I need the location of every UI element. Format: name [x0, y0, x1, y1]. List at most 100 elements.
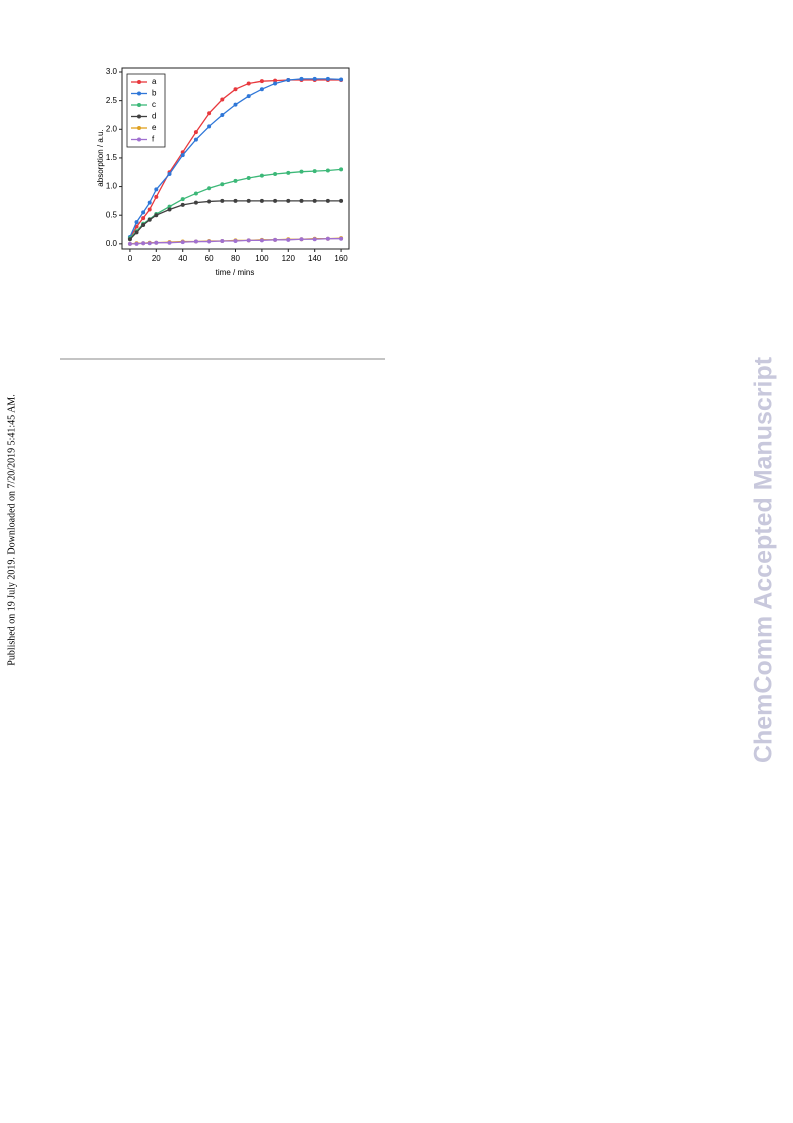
- data-point: [273, 198, 278, 203]
- data-point: [167, 240, 172, 245]
- data-point: [299, 169, 304, 174]
- data-point: [134, 241, 139, 246]
- data-point: [127, 241, 132, 246]
- data-point: [286, 237, 291, 242]
- data-point: [246, 94, 251, 99]
- data-point: [180, 197, 185, 202]
- data-point: [299, 198, 304, 203]
- data-point: [147, 207, 152, 212]
- series-line: [129, 200, 342, 240]
- data-point: [220, 97, 225, 102]
- data-point: [207, 124, 212, 129]
- data-point: [220, 198, 225, 203]
- y-tick-label: 0.0: [106, 239, 118, 248]
- x-tick-label: 100: [255, 254, 269, 263]
- data-point: [193, 130, 198, 135]
- legend-label: a: [152, 77, 157, 86]
- data-point: [154, 213, 159, 218]
- data-point: [286, 78, 291, 83]
- data-point: [325, 198, 330, 203]
- x-tick-label: 120: [282, 254, 296, 263]
- y-axis-label: absorption / a.u.: [96, 129, 105, 186]
- data-point: [167, 171, 172, 176]
- data-point: [312, 237, 317, 242]
- x-tick-label: 140: [308, 254, 322, 263]
- data-point: [207, 199, 212, 204]
- data-point: [207, 111, 212, 116]
- y-tick-label: 2.0: [106, 124, 118, 133]
- data-point: [259, 87, 264, 92]
- legend-box: [126, 73, 166, 148]
- legend-label: f: [152, 135, 155, 144]
- x-tick-label: 0: [128, 254, 133, 263]
- y-tick-label: 1.5: [106, 153, 118, 162]
- data-point: [193, 200, 198, 205]
- data-point: [259, 238, 264, 243]
- data-point: [273, 78, 278, 83]
- data-point: [339, 198, 344, 203]
- legend-marker: [137, 137, 141, 142]
- data-point: [141, 216, 146, 221]
- legend-marker: [137, 80, 141, 84]
- x-axis-label: time / mins: [216, 268, 255, 277]
- data-point: [180, 153, 185, 158]
- data-point: [246, 81, 251, 86]
- legend-marker: [137, 103, 141, 107]
- x-tick-label: 60: [205, 254, 214, 263]
- y-tick-label: 1.0: [106, 182, 118, 191]
- data-point: [233, 87, 238, 92]
- journal-watermark: ChemComm Accepted Manuscript: [750, 356, 778, 763]
- y-tick-label: 3.0: [106, 67, 118, 76]
- x-tick-label: 20: [152, 254, 161, 263]
- data-point: [134, 230, 139, 235]
- x-tick-label: 160: [334, 254, 348, 263]
- data-point: [339, 236, 344, 241]
- data-point: [339, 77, 344, 82]
- data-point: [233, 102, 238, 107]
- data-point: [312, 198, 317, 203]
- legend-label: b: [152, 89, 157, 98]
- data-point: [286, 198, 291, 203]
- y-tick-label: 0.5: [106, 210, 118, 219]
- data-point: [273, 171, 278, 176]
- data-point: [259, 198, 264, 203]
- data-point: [180, 240, 185, 245]
- data-point: [299, 76, 304, 81]
- data-point: [141, 210, 146, 215]
- data-point: [233, 198, 238, 203]
- data-point: [141, 241, 146, 246]
- data-point: [246, 198, 251, 203]
- y-tick-label: 2.5: [106, 96, 118, 105]
- data-point: [141, 222, 146, 227]
- legend-marker: [137, 126, 141, 130]
- data-point: [325, 76, 330, 81]
- data-point: [127, 237, 132, 242]
- data-point: [134, 220, 139, 225]
- data-point: [147, 217, 152, 222]
- x-tick-label: 40: [178, 254, 187, 263]
- data-point: [286, 170, 291, 175]
- data-point: [154, 194, 159, 199]
- data-point: [147, 241, 152, 246]
- data-point: [154, 240, 159, 245]
- data-point: [193, 137, 198, 142]
- data-point: [220, 182, 225, 187]
- data-point: [325, 236, 330, 241]
- legend-marker: [137, 91, 141, 96]
- legend-label: d: [152, 112, 156, 121]
- x-tick-label: 80: [231, 254, 240, 263]
- data-point: [220, 112, 225, 117]
- data-point: [154, 187, 159, 192]
- data-point: [259, 173, 264, 178]
- data-point: [233, 178, 238, 183]
- data-point: [167, 204, 172, 209]
- data-point: [273, 237, 278, 242]
- data-point: [147, 200, 152, 205]
- data-point: [207, 186, 212, 191]
- data-point: [312, 76, 317, 81]
- data-point: [193, 191, 198, 196]
- data-point: [246, 238, 251, 243]
- data-point: [220, 238, 225, 243]
- download-note: Published on 19 July 2019. Downloaded on…: [6, 394, 17, 665]
